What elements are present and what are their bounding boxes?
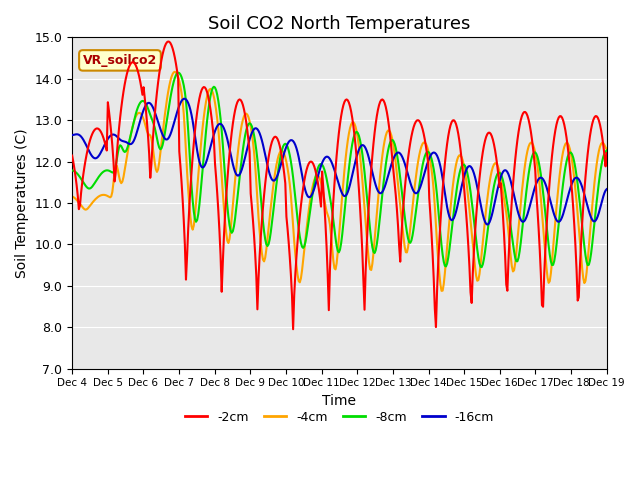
Y-axis label: Soil Temperatures (C): Soil Temperatures (C) <box>15 128 29 278</box>
Legend: -2cm, -4cm, -8cm, -16cm: -2cm, -4cm, -8cm, -16cm <box>180 406 499 429</box>
X-axis label: Time: Time <box>323 394 356 408</box>
Title: Soil CO2 North Temperatures: Soil CO2 North Temperatures <box>208 15 470 33</box>
Text: VR_soilco2: VR_soilco2 <box>83 54 157 67</box>
